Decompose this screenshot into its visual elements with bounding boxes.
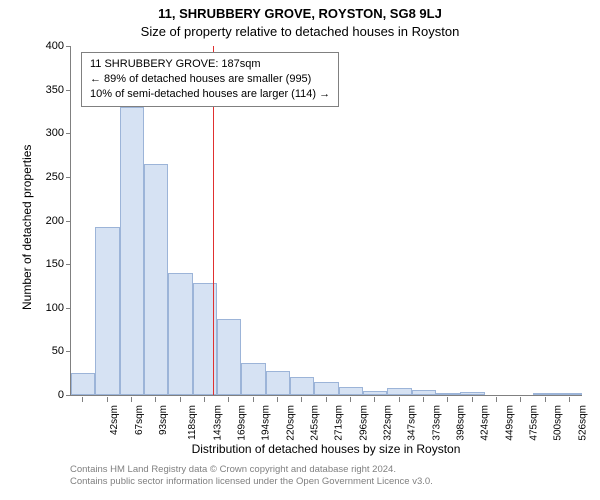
x-tick-label: 526sqm — [577, 405, 588, 441]
y-tick-mark — [66, 133, 71, 134]
x-tick-label: 449sqm — [504, 405, 515, 441]
x-tick-mark — [472, 397, 473, 402]
x-tick-mark — [228, 397, 229, 402]
x-tick-label: 245sqm — [309, 405, 320, 441]
x-tick-label: 424sqm — [480, 405, 491, 441]
chart-title-sub: Size of property relative to detached ho… — [0, 24, 600, 39]
annotation-box: 11 SHRUBBERY GROVE: 187sqm ← 89% of deta… — [81, 52, 339, 107]
x-tick-mark — [520, 397, 521, 402]
y-tick-mark — [66, 351, 71, 352]
y-tick-mark — [66, 264, 71, 265]
annotation-line1: 11 SHRUBBERY GROVE: 187sqm — [90, 57, 330, 72]
x-tick-mark — [155, 397, 156, 402]
footer-line1: Contains HM Land Registry data © Crown c… — [70, 464, 433, 476]
x-tick-mark — [253, 397, 254, 402]
x-tick-label: 169sqm — [236, 405, 247, 441]
x-tick-mark — [496, 397, 497, 402]
x-tick-mark — [447, 397, 448, 402]
x-axis-ticks: 42sqm 67sqm 93sqm 118sqm 143sqm 169sqm 194sqm 2… — [70, 397, 582, 447]
x-tick-label: 500sqm — [553, 405, 564, 441]
x-tick-label: 118sqm — [187, 405, 198, 440]
x-tick-label: 373sqm — [431, 405, 442, 441]
x-tick-mark — [131, 397, 132, 402]
x-tick-mark — [374, 397, 375, 402]
x-tick-mark — [399, 397, 400, 402]
x-tick-label: 42sqm — [109, 405, 120, 435]
x-tick-mark — [545, 397, 546, 402]
histogram-bar — [120, 107, 144, 395]
x-tick-label: 296sqm — [358, 405, 369, 441]
y-tick-mark — [66, 177, 71, 178]
histogram-bar — [363, 391, 387, 395]
y-tick-label: 350 — [24, 84, 64, 96]
x-tick-mark — [277, 397, 278, 402]
histogram-bar — [290, 377, 314, 395]
x-tick-label: 67sqm — [134, 405, 145, 435]
y-tick-mark — [66, 395, 71, 396]
x-tick-label: 271sqm — [334, 405, 345, 441]
y-tick-label: 300 — [24, 127, 64, 139]
y-tick-mark — [66, 90, 71, 91]
chart-title-main: 11, SHRUBBERY GROVE, ROYSTON, SG8 9LJ — [0, 6, 600, 21]
histogram-bar — [95, 227, 119, 395]
x-tick-label: 398sqm — [455, 405, 466, 441]
y-axis-title: Number of detached properties — [20, 145, 34, 310]
y-tick-mark — [66, 308, 71, 309]
x-tick-mark — [82, 397, 83, 402]
plot-area: 11 SHRUBBERY GROVE: 187sqm ← 89% of deta… — [70, 46, 582, 396]
histogram-bar — [558, 393, 582, 395]
y-tick-label: 400 — [24, 40, 64, 52]
histogram-bar — [241, 363, 265, 395]
x-tick-mark — [301, 397, 302, 402]
annotation-line3: 10% of semi-detached houses are larger (… — [90, 87, 330, 102]
x-tick-mark — [326, 397, 327, 402]
x-tick-mark — [180, 397, 181, 402]
x-axis-title: Distribution of detached houses by size … — [70, 442, 582, 456]
y-tick-mark — [66, 221, 71, 222]
x-tick-label: 143sqm — [212, 405, 223, 441]
histogram-bar — [266, 371, 290, 395]
x-tick-mark — [350, 397, 351, 402]
histogram-bar — [71, 373, 95, 395]
footer-line2: Contains public sector information licen… — [70, 476, 433, 488]
y-tick-label: 0 — [24, 389, 64, 401]
x-tick-mark — [569, 397, 570, 402]
x-tick-label: 194sqm — [261, 405, 272, 441]
x-tick-label: 220sqm — [285, 405, 296, 441]
footer-attribution: Contains HM Land Registry data © Crown c… — [70, 464, 433, 489]
histogram-bar — [144, 164, 168, 395]
histogram-bar — [436, 393, 460, 395]
x-tick-label: 93sqm — [158, 405, 169, 435]
y-tick-mark — [66, 46, 71, 47]
x-tick-mark — [423, 397, 424, 402]
annotation-line2: ← 89% of detached houses are smaller (99… — [90, 72, 330, 87]
histogram-bar — [217, 319, 241, 395]
chart-container: 11, SHRUBBERY GROVE, ROYSTON, SG8 9LJ Si… — [0, 0, 600, 500]
y-tick-label: 50 — [24, 345, 64, 357]
histogram-bar — [387, 388, 411, 395]
x-tick-mark — [107, 397, 108, 402]
histogram-bar — [412, 390, 436, 395]
x-tick-label: 322sqm — [382, 405, 393, 441]
histogram-bar — [339, 387, 363, 395]
histogram-bar — [460, 392, 484, 395]
x-tick-label: 347sqm — [407, 405, 418, 441]
histogram-bar — [533, 393, 557, 395]
histogram-bar — [168, 273, 192, 395]
x-tick-label: 475sqm — [528, 405, 539, 441]
x-tick-mark — [204, 397, 205, 402]
histogram-bar — [314, 382, 338, 395]
